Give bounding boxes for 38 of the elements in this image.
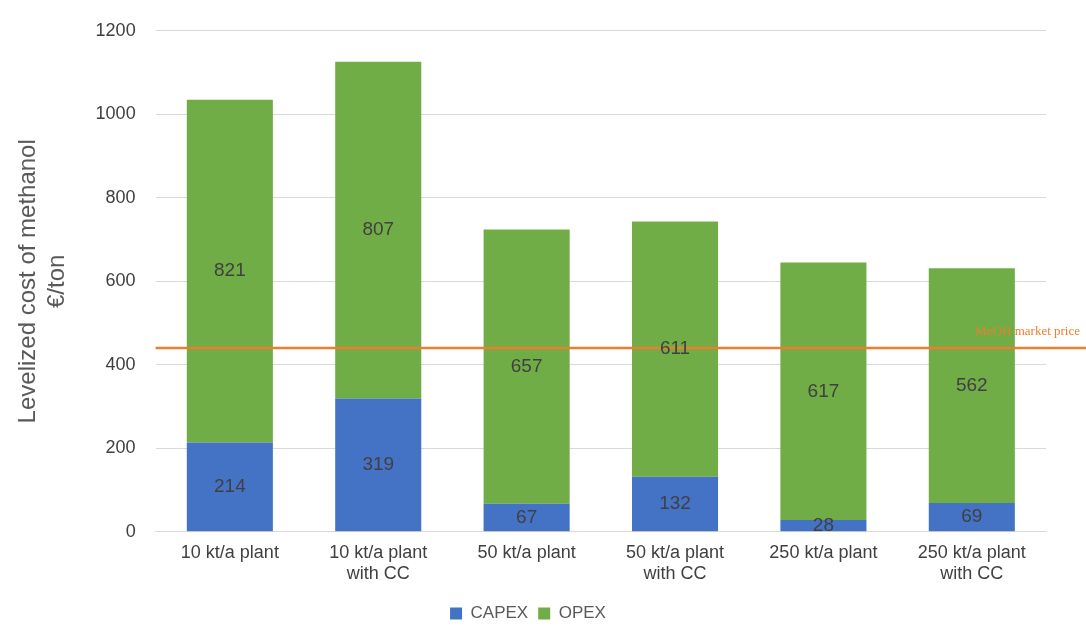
bar <box>928 268 1015 503</box>
x-tick-label: 10 kt/a plant with CC <box>329 541 428 584</box>
data-label: 807 <box>362 218 395 240</box>
x-tick-label: 250 kt/a plant <box>769 541 878 562</box>
data-label: 132 <box>659 492 691 514</box>
data-label: 617 <box>807 379 840 401</box>
data-label: 821 <box>213 259 246 281</box>
legend-label: OPEX <box>558 603 606 623</box>
data-label: 67 <box>516 505 538 527</box>
legend-label: CAPEX <box>470 603 529 623</box>
data-label: 562 <box>955 373 988 395</box>
bar <box>483 503 570 532</box>
data-label: 69 <box>961 505 983 527</box>
y-tick-label: 1200 <box>95 19 136 40</box>
bar <box>928 502 1015 532</box>
x-tick-label: 50 kt/a plant with CC <box>625 541 725 584</box>
x-tick-label: 250 kt/a plant with CC <box>917 541 1026 584</box>
bar <box>483 229 570 504</box>
y-tick-label: 800 <box>105 186 136 207</box>
bar <box>631 476 719 532</box>
data-label: 28 <box>812 513 834 535</box>
y-tick-label: 400 <box>105 353 136 374</box>
bar <box>335 61 422 399</box>
y-tick-label: 1000 <box>95 103 136 124</box>
y-tick-label: 600 <box>105 270 136 291</box>
y-axis-title: Levelized cost of methanol €/ton <box>13 139 69 424</box>
bar <box>186 99 273 443</box>
x-tick-label: 50 kt/a plant <box>477 541 576 562</box>
data-label: 657 <box>510 354 543 376</box>
bar <box>335 398 422 532</box>
data-label: 214 <box>213 475 247 497</box>
ref-line-label: MeOH market price <box>975 323 1081 339</box>
y-tick-label: 0 <box>125 520 136 541</box>
x-tick-label: 10 kt/a plant <box>180 541 279 562</box>
bar <box>186 442 273 532</box>
data-label: 319 <box>362 453 395 475</box>
bar <box>631 221 719 477</box>
y-tick-label: 200 <box>105 437 136 458</box>
